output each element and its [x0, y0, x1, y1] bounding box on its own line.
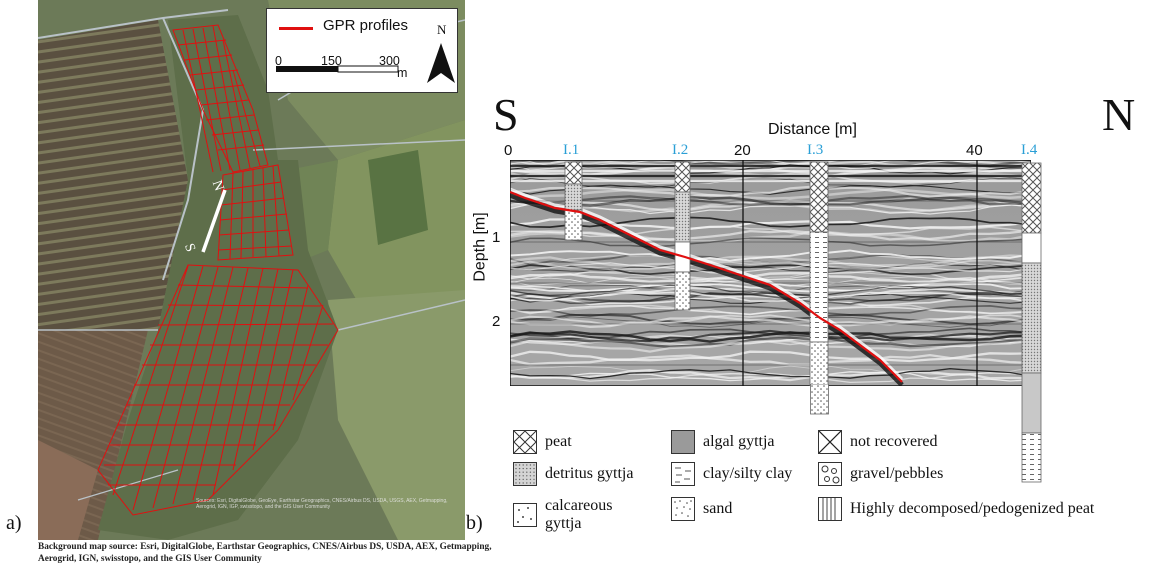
- sparse-dots-swatch-icon: [513, 503, 537, 527]
- radargram: [510, 160, 1031, 386]
- core-i3-sand: [809, 341, 829, 386]
- core-logs: [564, 161, 829, 386]
- map-source-caption: Background map source: Esri, DigitalGlob…: [38, 542, 492, 564]
- legend-item-solid-gray: algal gyttja: [671, 430, 775, 454]
- legend-label: peat: [545, 433, 572, 450]
- x-axis-title: Distance [m]: [768, 121, 857, 138]
- north-label: N: [437, 22, 447, 37]
- profile-line: [201, 189, 227, 253]
- legend-label: not recovered: [850, 433, 938, 450]
- vertical-lines-swatch-icon: [818, 497, 842, 521]
- x-tick-20: 20: [734, 142, 751, 159]
- core-i3-extension: [810, 384, 829, 415]
- panel-a-label: a): [6, 512, 22, 534]
- legend-item-dashes: clay/silty clay: [671, 462, 792, 486]
- panel-b-label: b): [466, 512, 483, 534]
- radargram-reflections: [510, 160, 1031, 386]
- core-label-i2: I.2: [672, 142, 689, 158]
- x-tick-0: 0: [504, 142, 513, 159]
- map-attribution: Sources: Esri, DigitalGlobe, GeoEye, Ear…: [196, 498, 448, 510]
- core-i1-detritus: [564, 183, 583, 211]
- scale-unit: m: [397, 66, 408, 80]
- y-axis-title: Depth [m]: [471, 212, 489, 282]
- core-label-i4: I.4: [1021, 142, 1038, 158]
- direction-north: N: [1102, 89, 1136, 140]
- legend-label: detritus gyttja: [545, 465, 634, 482]
- gpr-grid-south: [97, 264, 339, 516]
- scale-bar: [276, 65, 399, 73]
- scale-tick-0: 0: [275, 54, 282, 68]
- legend-item-crosshatch: peat: [513, 430, 572, 454]
- map-legend: GPR profiles N 0 150 300 m: [266, 8, 458, 93]
- gpr-grid-middle: [217, 164, 294, 261]
- circles-swatch-icon: [818, 462, 842, 486]
- scale-tick-150: 150: [321, 54, 342, 68]
- gpr-grid-north: [172, 24, 269, 173]
- legend-item-x-box: not recovered: [818, 430, 938, 454]
- x-box-swatch-icon: [818, 430, 842, 454]
- dashes-swatch-icon: [671, 462, 695, 486]
- y-tick-2: 2: [492, 313, 501, 330]
- direction-south: S: [493, 89, 519, 140]
- core-i3-clay: [809, 231, 829, 343]
- legend-label: gravel/pebbles: [850, 465, 944, 482]
- legend-item-circles: gravel/pebbles: [818, 462, 943, 486]
- core-i1-calcareous: [564, 209, 583, 241]
- legend-item-vertical-lines: Highly decomposed/pedogenized peat: [818, 497, 1094, 521]
- interface-horizon: [510, 190, 903, 383]
- legend-item-sparse-dots: calcareous gyttja: [513, 497, 633, 533]
- scale-tick-300: 300: [379, 54, 400, 68]
- core-label-i3: I.3: [807, 142, 824, 158]
- north-arrow-icon: [427, 43, 455, 83]
- core-label-i1: I.1: [563, 142, 580, 158]
- core-i1-peat: [564, 161, 583, 185]
- dense-dots-swatch-icon: [513, 462, 537, 486]
- legend-label: Highly decomposed/pedogenized peat: [850, 500, 1095, 517]
- solid-gray-swatch-icon: [671, 430, 695, 454]
- legend-label: sand: [703, 500, 733, 517]
- crosshatch-swatch-icon: [513, 430, 537, 454]
- legend-label: algal gyttja: [703, 433, 775, 450]
- legend-label: clay/silty clay: [703, 465, 793, 482]
- legend-item-dense-dots: detritus gyttja: [513, 462, 633, 486]
- sand-dots-swatch-icon: [671, 497, 695, 521]
- satellite-map: N S GPR profiles N 0 150 300 m Sources: …: [38, 0, 465, 540]
- legend-item-sand-dots: sand: [671, 497, 732, 521]
- core-i3-peat: [809, 161, 829, 233]
- core-i2-sand: [674, 271, 691, 311]
- x-tick-40: 40: [966, 142, 983, 159]
- legend-label: calcareous gyttja: [545, 497, 613, 532]
- gpr-legend-label: GPR profiles: [323, 17, 409, 34]
- y-tick-1: 1: [492, 229, 501, 246]
- gpr-legend-line: [279, 27, 313, 30]
- core-i4-log: [1021, 162, 1042, 483]
- core-i2-peat: [674, 161, 691, 193]
- core-i2-detritus: [674, 191, 691, 243]
